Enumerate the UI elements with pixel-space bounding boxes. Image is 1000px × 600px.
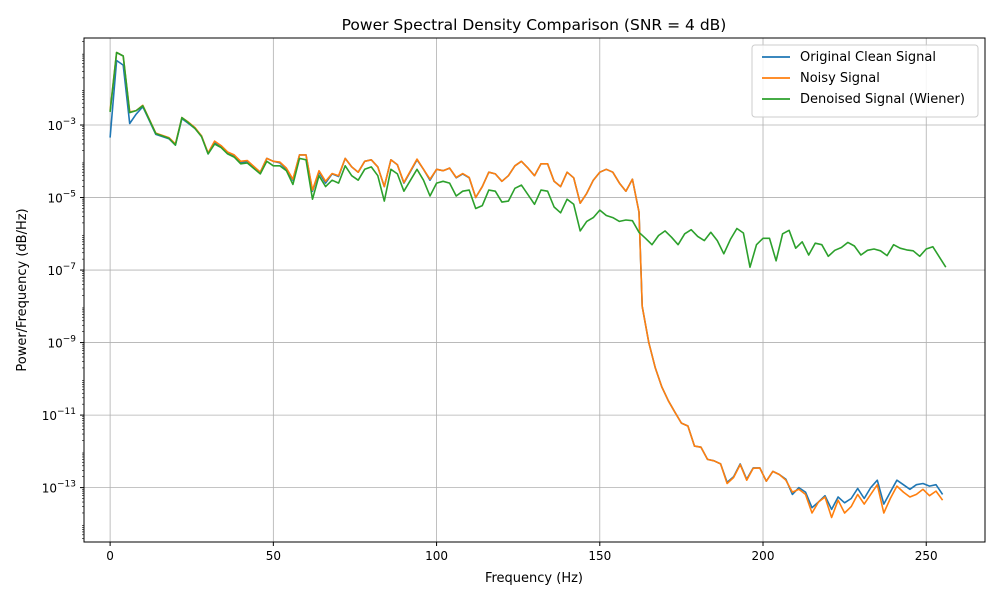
legend-label-denoised: Denoised Signal (Wiener) xyxy=(800,92,965,107)
y-tick-label: 10−7 xyxy=(47,262,76,278)
x-tick-label: 150 xyxy=(588,549,611,563)
y-axis-label: Power/Frequency (dB/Hz) xyxy=(15,208,30,371)
y-tick-label: 10−11 xyxy=(42,407,76,423)
y-tick-label: 10−5 xyxy=(47,190,76,206)
y-ticks: 10−13 10−11 10−9 10−7 10−5 10−3 xyxy=(42,41,84,539)
series-original-clean-line xyxy=(109,59,944,511)
y-tick-label: 10−3 xyxy=(47,117,76,133)
y-tick-label: 10−9 xyxy=(47,335,76,351)
grid xyxy=(84,38,985,542)
y-tick-label: 10−13 xyxy=(42,480,76,496)
x-tick-label: 200 xyxy=(752,549,775,563)
x-tick-label: 0 xyxy=(106,549,114,563)
series-noisy-line xyxy=(109,51,944,519)
x-tick-label: 100 xyxy=(425,549,448,563)
legend-label-noisy: Noisy Signal xyxy=(800,71,880,86)
plot-frame xyxy=(83,37,986,543)
x-tick-label: 50 xyxy=(266,549,281,563)
series-denoised-wiener-line xyxy=(109,51,947,268)
legend-frame xyxy=(751,44,979,118)
x-ticks: 0 50 100 150 200 250 xyxy=(106,542,938,563)
series-lines xyxy=(109,51,947,519)
chart-title: Power Spectral Density Comparison (SNR =… xyxy=(342,16,727,34)
x-axis-label: Frequency (Hz) xyxy=(485,571,583,586)
legend: Original Clean Signal Noisy Signal Denoi… xyxy=(751,44,979,118)
x-tick-label: 250 xyxy=(915,549,938,563)
legend-label-original: Original Clean Signal xyxy=(800,50,936,65)
